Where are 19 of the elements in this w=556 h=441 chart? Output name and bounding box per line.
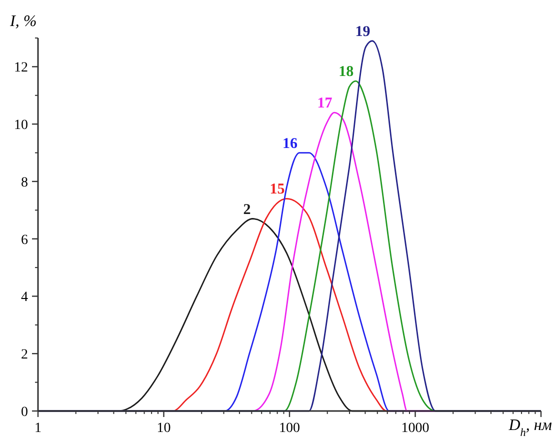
x-tick-label: 1 [34,421,42,436]
y-tick-label: 6 [21,232,28,248]
x-tick-label: 100 [279,421,300,436]
series-label: 15 [270,182,285,198]
y-axis-title: I, % [9,13,37,30]
series-label: 17 [317,96,333,112]
x-axis-title: D$_{h}$, нм [508,417,552,439]
x-tick-label: 1000 [401,421,430,436]
series-label: 18 [338,64,354,80]
y-tick-label: 8 [21,175,28,190]
y-tick-label: 2 [21,348,28,363]
x-tick-label: 10 [156,421,171,436]
y-tick-label: 4 [21,290,28,306]
y-tick-label: 12 [14,60,28,76]
series-label: 16 [282,136,298,152]
y-tick-label: 10 [14,118,28,134]
y-tick-label: 0 [21,405,28,420]
series-label: 2 [243,202,251,218]
series-label: 19 [355,24,370,40]
